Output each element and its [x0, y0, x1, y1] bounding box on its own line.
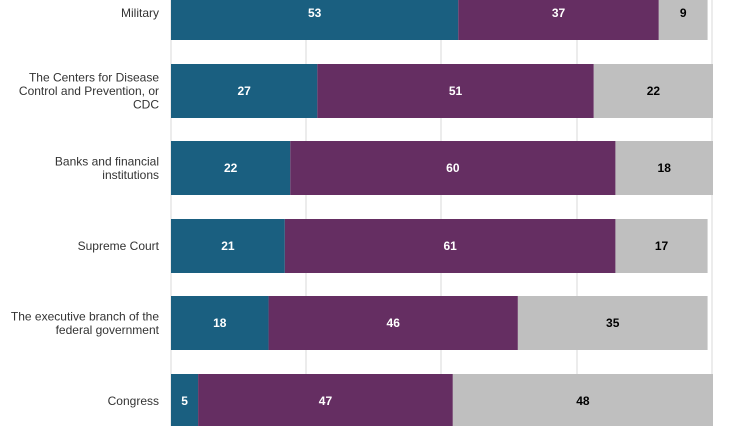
data-label: 51 — [449, 84, 463, 98]
data-label: 21 — [221, 239, 235, 253]
bar-segment — [658, 0, 708, 40]
data-label: 47 — [319, 394, 333, 408]
category-label: federal government — [56, 323, 160, 337]
bar-segment — [171, 0, 459, 40]
bar-segment — [284, 219, 616, 273]
data-label: 35 — [606, 316, 620, 330]
bar-segment — [593, 64, 713, 118]
bar-segment — [290, 141, 616, 195]
data-label: 37 — [552, 6, 566, 20]
bar-segment — [317, 64, 594, 118]
bar-segment — [198, 374, 453, 426]
data-label: 18 — [658, 161, 672, 175]
bar-segment — [171, 64, 318, 118]
category-label: Military — [121, 6, 159, 20]
data-label: 46 — [387, 316, 401, 330]
data-label: 17 — [655, 239, 669, 253]
data-label: 27 — [237, 84, 251, 98]
bar-segment — [452, 374, 713, 426]
bar-segment — [171, 296, 269, 350]
category-label: The Centers for Disease — [29, 71, 159, 85]
data-label: 48 — [576, 394, 590, 408]
bar-segment — [458, 0, 659, 40]
category-label: CDC — [133, 98, 159, 112]
bar-segment — [268, 296, 518, 350]
bar-segment — [517, 296, 708, 350]
data-label: 9 — [680, 6, 687, 20]
data-label: 60 — [446, 161, 460, 175]
category-label: The executive branch of the — [11, 309, 159, 323]
bar-segment — [171, 141, 291, 195]
data-label: 53 — [308, 6, 322, 20]
bar-segment — [615, 219, 708, 273]
bar-segment — [615, 141, 713, 195]
data-label: 5 — [181, 394, 188, 408]
category-label: Banks and financial — [55, 154, 159, 168]
category-label: Congress — [108, 394, 159, 408]
data-label: 61 — [443, 239, 457, 253]
data-label: 22 — [224, 161, 238, 175]
category-label: Control and Prevention, or — [19, 84, 159, 98]
data-label: 22 — [647, 84, 661, 98]
category-label: institutions — [102, 168, 159, 182]
data-label: 18 — [213, 316, 227, 330]
bar-segment — [171, 219, 285, 273]
bar-segment — [171, 374, 199, 426]
category-label: Supreme Court — [78, 239, 160, 253]
